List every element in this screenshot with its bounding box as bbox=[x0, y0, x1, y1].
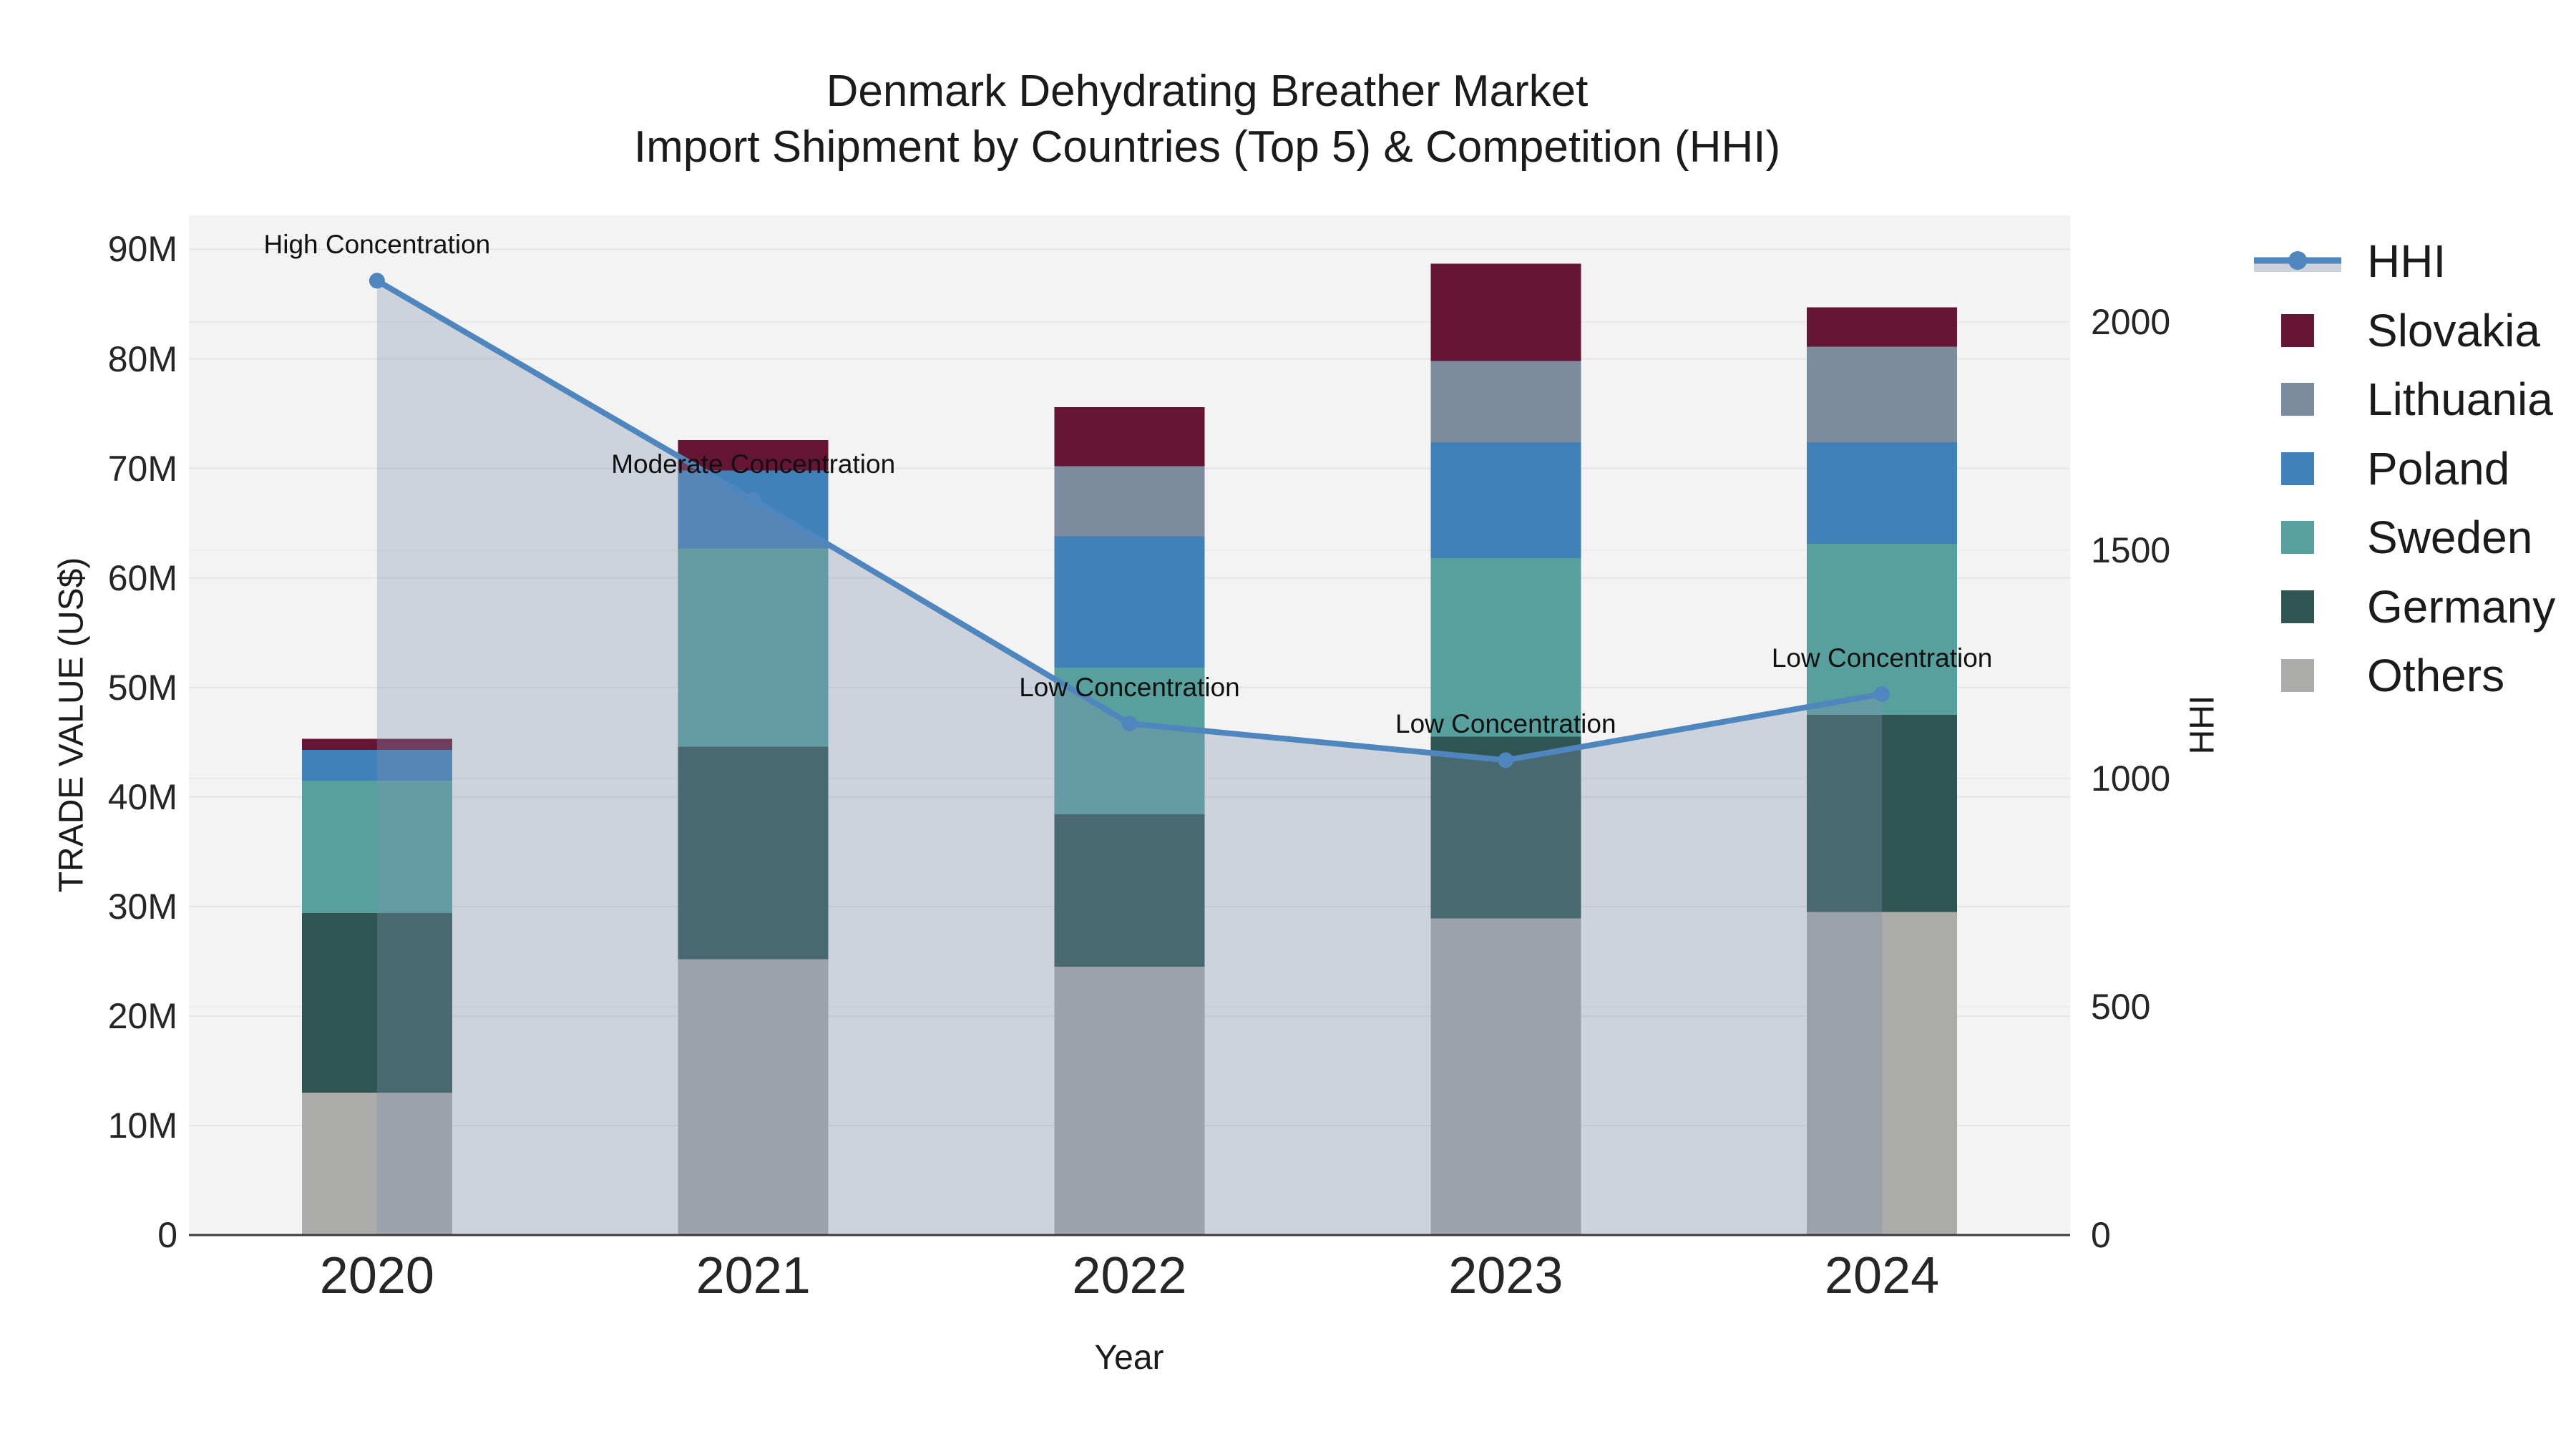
legend-item-label: HHI bbox=[2367, 235, 2446, 287]
x-axis-title: Year bbox=[1094, 1339, 1164, 1377]
x-tick-label-2024: 2024 bbox=[1825, 1247, 1940, 1304]
x-tick-label-2020: 2020 bbox=[319, 1247, 434, 1304]
annotation-2023: Low Concentration bbox=[1395, 709, 1616, 739]
y-tick-label-0: 0 bbox=[157, 1215, 177, 1255]
y2-axis-title: HHI bbox=[2183, 695, 2222, 755]
hhi-marker-2020[interactable] bbox=[369, 273, 385, 289]
bar-segment-others-2023[interactable] bbox=[1430, 918, 1581, 1235]
hhi-legend-sample bbox=[2254, 245, 2341, 278]
y2-tick-label-1000: 1000 bbox=[2091, 758, 2171, 799]
y-tick-label-40M: 40M bbox=[107, 776, 177, 817]
annotation-2024: Low Concentration bbox=[1771, 643, 1993, 673]
legend-item-label: Germany bbox=[2367, 580, 2556, 633]
legend-item-others[interactable]: Others bbox=[2254, 650, 2504, 701]
legend-item-label: Lithuania bbox=[2367, 374, 2553, 425]
bar-segment-others-2021[interactable] bbox=[678, 959, 829, 1235]
legend-item-sweden[interactable]: Sweden bbox=[2254, 512, 2533, 563]
chart-title-line2: Import Shipment by Countries (Top 5) & C… bbox=[633, 122, 1781, 172]
legend-item-poland[interactable]: Poland bbox=[2254, 442, 2510, 494]
bar-segment-others-2022[interactable] bbox=[1054, 967, 1205, 1235]
y-axis-title: TRADE VALUE (US$) bbox=[52, 557, 91, 893]
y-tick-label-30M: 30M bbox=[107, 886, 177, 927]
bar-segment-lithuania-2022[interactable] bbox=[1054, 466, 1205, 537]
legend-item-lithuania[interactable]: Lithuania bbox=[2254, 374, 2553, 425]
hhi-marker-2021[interactable] bbox=[745, 492, 761, 508]
bar-segment-poland-2021[interactable] bbox=[678, 470, 829, 549]
y2-tick-label-500: 500 bbox=[2091, 986, 2151, 1027]
y2-tick-label-1500: 1500 bbox=[2091, 530, 2171, 570]
bar-segment-lithuania-2023[interactable] bbox=[1430, 361, 1581, 442]
bar-segment-slovakia-2022[interactable] bbox=[1054, 406, 1205, 467]
bar-segment-germany-2022[interactable] bbox=[1054, 814, 1205, 967]
bar-segment-poland-2024[interactable] bbox=[1807, 441, 1958, 545]
hhi-marker-2022[interactable] bbox=[1121, 716, 1138, 732]
y2-tick-label-2000: 2000 bbox=[2091, 301, 2171, 342]
germany-swatch bbox=[2281, 590, 2314, 623]
legend-item-germany[interactable]: Germany bbox=[2254, 580, 2556, 633]
y2-tick-label-0: 0 bbox=[2091, 1215, 2111, 1255]
bar-segment-slovakia-2021[interactable] bbox=[678, 439, 829, 471]
bar-segment-poland-2022[interactable] bbox=[1054, 536, 1205, 668]
legend-item-label: Poland bbox=[2367, 442, 2510, 494]
y-tick-label-50M: 50M bbox=[107, 667, 177, 708]
bar-segment-germany-2020[interactable] bbox=[301, 913, 452, 1093]
y-tick-label-80M: 80M bbox=[107, 338, 177, 379]
bar-segment-slovakia-2024[interactable] bbox=[1807, 307, 1958, 347]
y-tick-label-60M: 60M bbox=[107, 557, 177, 598]
y-tick-label-20M: 20M bbox=[107, 995, 177, 1036]
bar-segment-sweden-2020[interactable] bbox=[301, 780, 452, 913]
annotation-2021: Moderate Concentration bbox=[611, 449, 896, 479]
bar-segment-sweden-2021[interactable] bbox=[678, 548, 829, 747]
slovakia-swatch bbox=[2281, 313, 2314, 347]
bar-segment-others-2020[interactable] bbox=[301, 1093, 452, 1235]
y-tick-label-70M: 70M bbox=[107, 448, 177, 489]
x-tick-label-2022: 2022 bbox=[1072, 1247, 1187, 1304]
lithuania-swatch bbox=[2281, 383, 2314, 416]
bar-segment-poland-2023[interactable] bbox=[1430, 441, 1581, 559]
hhi-marker-2024[interactable] bbox=[1874, 686, 1890, 702]
annotation-2022: Low Concentration bbox=[1019, 673, 1240, 703]
hhi-area-fill bbox=[376, 280, 1883, 1236]
bar-segment-others-2024[interactable] bbox=[1807, 912, 1958, 1235]
y-tick-label-10M: 10M bbox=[107, 1105, 177, 1146]
bar-segment-slovakia-2020[interactable] bbox=[301, 738, 452, 750]
bar-segment-poland-2020[interactable] bbox=[301, 749, 452, 781]
x-tick-label-2023: 2023 bbox=[1448, 1247, 1563, 1304]
others-swatch bbox=[2281, 659, 2314, 692]
legend-item-label: Slovakia bbox=[2367, 304, 2540, 356]
hhi-legend-glyph bbox=[2254, 251, 2341, 272]
legend-item-slovakia[interactable]: Slovakia bbox=[2254, 304, 2540, 356]
x-tick-label-2021: 2021 bbox=[696, 1247, 811, 1304]
bar-segment-germany-2021[interactable] bbox=[678, 746, 829, 960]
bar-segment-lithuania-2024[interactable] bbox=[1807, 346, 1958, 442]
annotation-2020: High Concentration bbox=[263, 230, 491, 260]
chart-title-line1: Denmark Dehydrating Breather Market bbox=[826, 67, 1589, 116]
bar-segment-sweden-2023[interactable] bbox=[1430, 558, 1581, 737]
sweden-swatch bbox=[2281, 521, 2314, 554]
legend-item-label: Sweden bbox=[2367, 512, 2533, 563]
bar-segment-germany-2024[interactable] bbox=[1807, 714, 1958, 912]
legend-item-label: Others bbox=[2367, 650, 2505, 701]
y-tick-label-90M: 90M bbox=[107, 229, 177, 270]
legend-item-hhi[interactable]: HHI bbox=[2254, 235, 2446, 287]
hhi-marker-2023[interactable] bbox=[1498, 752, 1514, 769]
poland-swatch bbox=[2281, 452, 2314, 485]
bar-segment-slovakia-2023[interactable] bbox=[1430, 263, 1581, 361]
